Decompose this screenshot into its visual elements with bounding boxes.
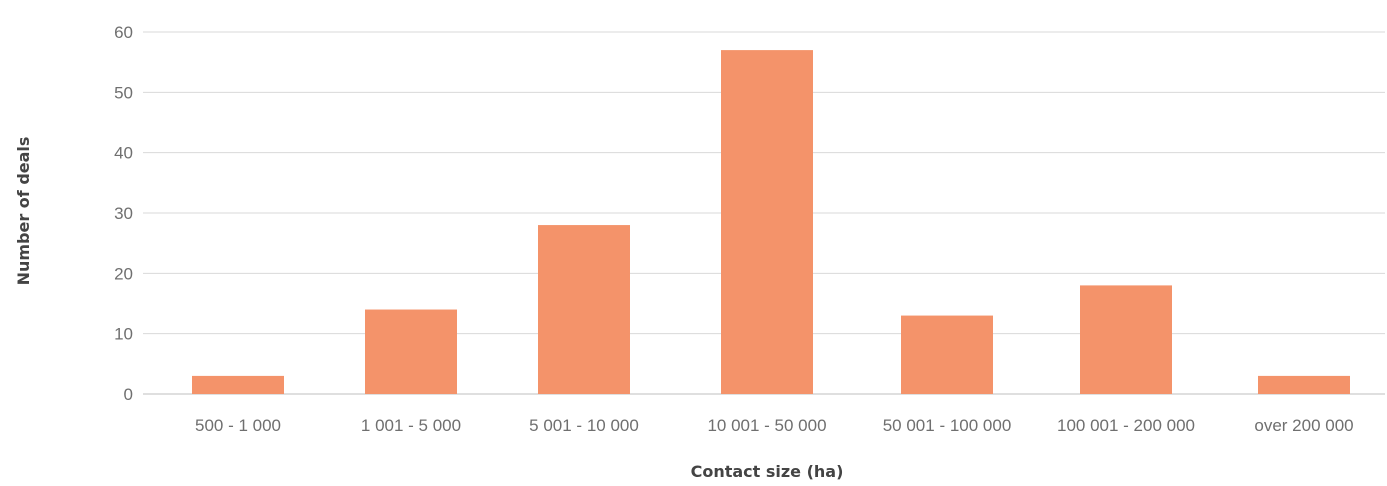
x-tick-label: over 200 000 [1254, 416, 1353, 435]
x-tick-labels: 500 - 1 000 1 001 - 5 000 5 001 - 10 000 10… [195, 416, 1354, 435]
bar [901, 315, 993, 394]
bar [1258, 375, 1350, 394]
x-tick-label: 500 - 1 000 [195, 416, 281, 435]
bar [721, 50, 813, 394]
x-tick-label: 50 001 - 100 000 [883, 416, 1012, 435]
bar [192, 375, 284, 394]
y-tick-label: 0 [124, 385, 133, 404]
x-axis-title: Contact size (ha) [691, 462, 844, 481]
bars [192, 50, 1350, 394]
x-tick-label: 100 001 - 200 000 [1057, 416, 1195, 435]
y-tick-label: 50 [114, 83, 133, 102]
y-tick-label: 20 [114, 264, 133, 283]
bar [1080, 285, 1172, 394]
y-tick-label: 10 [114, 325, 133, 344]
y-tick-label: 30 [114, 204, 133, 223]
x-tick-label: 10 001 - 50 000 [707, 416, 826, 435]
bar [538, 225, 630, 394]
y-tick-labels: 0 10 20 30 40 50 60 [114, 23, 133, 404]
x-tick-label: 1 001 - 5 000 [361, 416, 461, 435]
y-axis-title: Number of deals [14, 137, 33, 286]
bar [365, 309, 457, 394]
y-tick-label: 40 [114, 144, 133, 163]
x-tick-label: 5 001 - 10 000 [529, 416, 639, 435]
y-tick-label: 60 [114, 23, 133, 42]
